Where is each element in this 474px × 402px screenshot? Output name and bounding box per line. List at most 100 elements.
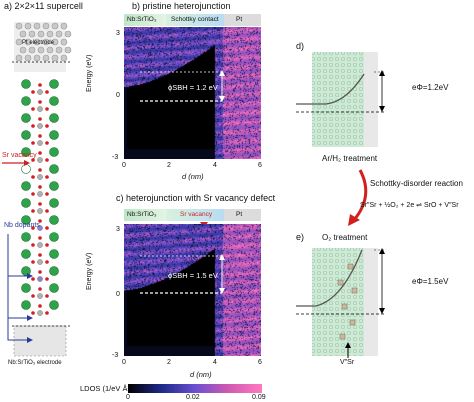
reaction-arrow — [348, 169, 368, 226]
o-atom — [45, 90, 49, 94]
barrier-label-c: ϕSBH = 1.5 eV — [168, 271, 218, 280]
o-atom — [45, 192, 49, 196]
pt-atom — [15, 22, 23, 30]
pt-atom — [28, 46, 36, 54]
xtick: 2 — [167, 162, 171, 169]
xlabel-b: d (nm) — [182, 172, 204, 181]
sr-atom — [21, 215, 31, 225]
treatment-label-e: O₂ treatment — [322, 233, 368, 242]
pt-atom — [51, 22, 59, 30]
o-atom — [38, 151, 42, 155]
o-atom — [45, 277, 49, 281]
xtick: 6 — [258, 359, 262, 366]
sr-atom — [21, 96, 31, 106]
ylabel-c: Energy (eV) — [86, 252, 93, 290]
sr-atom — [21, 130, 31, 140]
ti-atom — [37, 208, 43, 214]
ti-atom — [37, 242, 43, 248]
sr-atom — [49, 96, 59, 106]
sr-atom — [49, 164, 59, 174]
o-atom — [45, 124, 49, 128]
ti-atom — [37, 157, 43, 163]
ti-atom — [37, 191, 43, 197]
band-sr-vacancy — [166, 209, 224, 221]
xlabel-c: d (nm) — [190, 370, 212, 379]
o-atom — [38, 270, 42, 274]
sr-atom — [49, 215, 59, 225]
pt-atom — [60, 38, 68, 46]
pt-atom — [55, 46, 63, 54]
pt-atom — [51, 38, 59, 46]
sr-atom — [49, 79, 59, 89]
pt-atom — [42, 22, 50, 30]
band-diagram-e — [296, 248, 386, 358]
o-atom — [38, 219, 42, 223]
ytick: 3 — [116, 30, 120, 37]
sr-atom — [49, 283, 59, 293]
ti-atom — [37, 140, 43, 146]
panel-c-band-header: Nb:SrTiO₃ Sr vacancy Pt — [124, 209, 261, 221]
ldos-heatmap-pristine — [124, 27, 261, 159]
band-label: Pt — [236, 211, 243, 218]
ytick: 0 — [116, 92, 120, 99]
o-atom — [38, 134, 42, 138]
ylabel-b: Energy (eV) — [86, 54, 93, 92]
xtick: 4 — [213, 162, 217, 169]
pt-atom — [24, 22, 32, 30]
band-diagram-d — [296, 52, 386, 147]
panel-b-band-header: Nb:SrTiO₃ Schottky contact Pt — [124, 14, 261, 26]
barrier-label-d: eΦ=1.2eV — [412, 83, 449, 92]
o-atom — [45, 311, 49, 315]
sr-atom — [21, 283, 31, 293]
sr-atom — [49, 249, 59, 259]
colorbar-tick: 0 — [126, 394, 130, 401]
panel-a-arrows — [2, 160, 33, 343]
ldos-heatmap-vacancy — [124, 224, 261, 356]
o-atom — [31, 209, 35, 213]
band-pt — [224, 209, 261, 221]
reaction-equation: Sr″Sr + ½O₂ + 2e ⇌ SrO + V″Sr — [360, 202, 459, 209]
colorbar-tick: 0.09 — [252, 394, 266, 401]
o-atom — [38, 100, 42, 104]
o-atom — [38, 117, 42, 121]
ti-atom — [37, 310, 43, 316]
o-atom — [38, 253, 42, 257]
colorbar-label: LDOS (1/eV Å³) — [80, 384, 133, 393]
sr-atom — [21, 181, 31, 191]
ti-atom — [37, 225, 43, 231]
o-atom — [31, 226, 35, 230]
o-atom — [45, 294, 49, 298]
o-atom — [45, 243, 49, 247]
panel-e-title: e) — [296, 232, 305, 242]
o-atom — [45, 107, 49, 111]
band-nbsrtio3 — [124, 209, 166, 221]
o-atom — [31, 260, 35, 264]
pt-atom — [55, 30, 63, 38]
pt-atom — [24, 38, 32, 46]
sr-atom — [21, 232, 31, 242]
o-atom — [38, 287, 42, 291]
ytick: -3 — [112, 154, 119, 161]
o-atom — [31, 158, 35, 162]
o-atom — [38, 185, 42, 189]
sr-atom — [49, 147, 59, 157]
xtick: 0 — [122, 359, 126, 366]
panel-a-title: a) 2×2×11 supercell — [4, 1, 83, 11]
supercell-structure — [12, 22, 72, 357]
panel-b-title: b) pristine heterojunction — [132, 1, 231, 11]
pt-atom — [37, 46, 45, 54]
pt-atom — [15, 54, 23, 62]
band-label: Pt — [236, 16, 243, 23]
pt-atom — [64, 46, 72, 54]
o-atom — [38, 168, 42, 172]
pt-atom — [60, 22, 68, 30]
pt-atom — [24, 54, 32, 62]
o-atom — [45, 260, 49, 264]
colorbar — [128, 384, 262, 393]
treatment-label-d: Ar/H₂ treatment — [322, 154, 378, 163]
o-atom — [45, 158, 49, 162]
nb-dopants-label: Nb dopants — [4, 222, 40, 229]
barrier-annotation-c: ϕSBH = 1.5 eV — [136, 254, 226, 300]
ti-atom — [37, 293, 43, 299]
ytick: 3 — [116, 226, 120, 233]
